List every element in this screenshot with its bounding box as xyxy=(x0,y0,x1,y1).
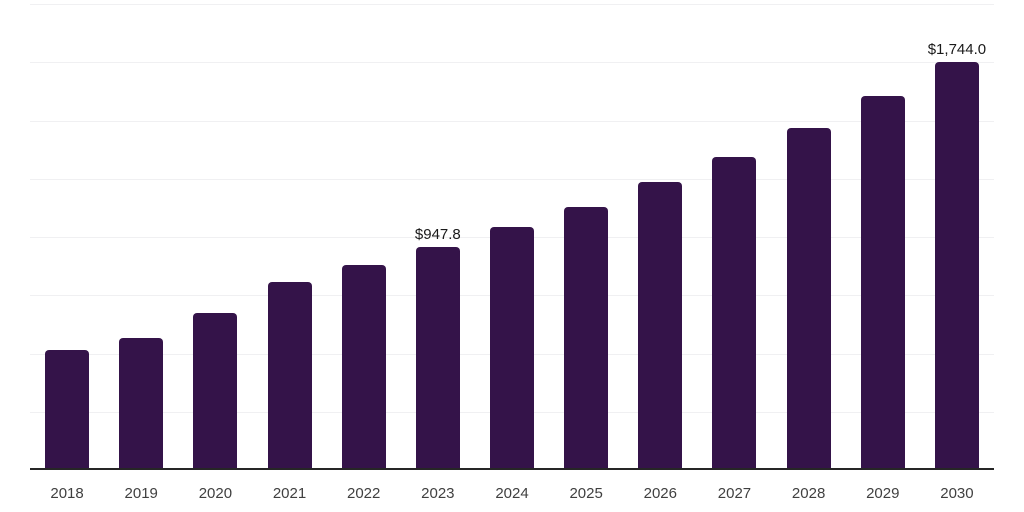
x-tick-label-2028: 2028 xyxy=(791,485,826,502)
bar-2030 xyxy=(934,61,979,468)
x-tick-label-2022: 2022 xyxy=(347,485,381,502)
x-tick-label-2023: 2023 xyxy=(421,485,455,502)
bar-2019 xyxy=(119,337,164,468)
gridline xyxy=(30,120,994,122)
bar-value-label-2030: $1,744.0 xyxy=(927,40,987,58)
bar-2025 xyxy=(564,207,609,468)
gridline xyxy=(30,4,994,5)
x-tick-label-2018: 2018 xyxy=(50,485,84,502)
bar-2028 xyxy=(786,128,831,468)
bar-2020 xyxy=(193,313,238,468)
x-tick-label-2021: 2021 xyxy=(272,485,307,502)
x-tick-label-2026: 2026 xyxy=(643,485,677,502)
x-axis-line xyxy=(30,468,994,470)
x-tick-label-2019: 2019 xyxy=(124,485,158,502)
bar-2022 xyxy=(341,264,386,468)
bar-2018 xyxy=(45,350,90,468)
x-tick-label-2030: 2030 xyxy=(940,485,974,502)
bar-value-label-2023: $947.8 xyxy=(414,226,461,244)
bar-2023 xyxy=(415,247,460,468)
plot-area: $947.8 $1,744.0 xyxy=(30,0,994,470)
bar-2027 xyxy=(712,156,757,468)
gridline xyxy=(30,178,994,180)
x-tick-label-2024: 2024 xyxy=(495,485,529,502)
x-tick-label-2029: 2029 xyxy=(866,485,900,502)
bar-2029 xyxy=(860,96,905,468)
bar-2021 xyxy=(267,281,312,468)
x-tick-label-2025: 2025 xyxy=(569,485,603,502)
bar-2024 xyxy=(490,226,534,468)
bar-2026 xyxy=(638,181,683,468)
gridline xyxy=(30,62,994,64)
x-tick-label-2027: 2027 xyxy=(717,485,752,502)
x-tick-label-2020: 2020 xyxy=(198,485,233,502)
